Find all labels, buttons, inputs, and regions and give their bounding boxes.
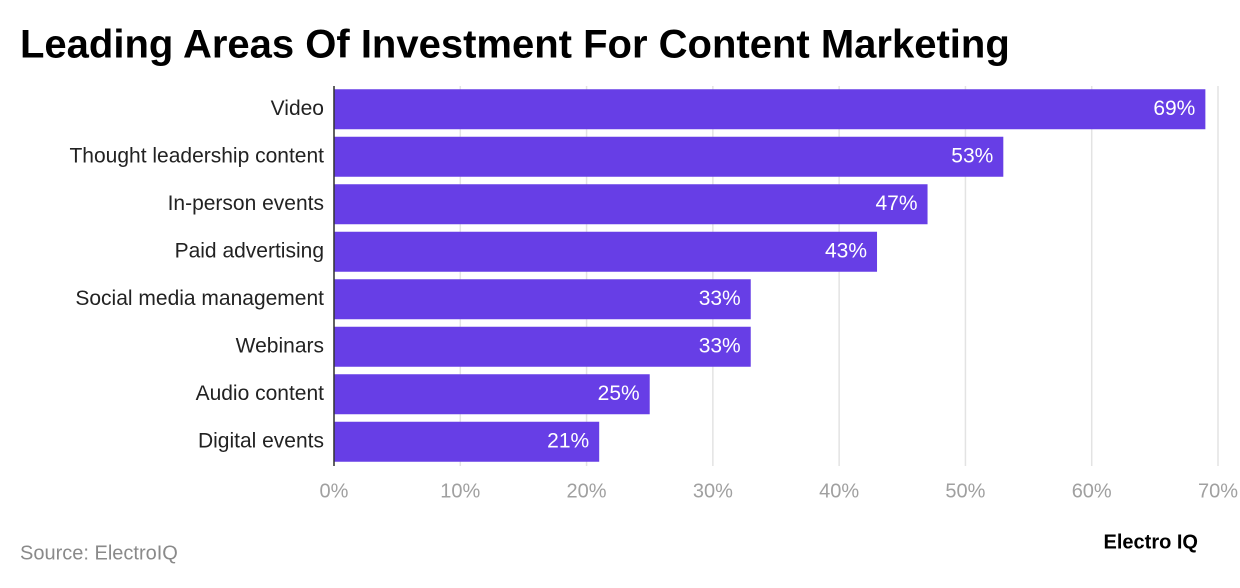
- x-tick-label: 60%: [1072, 480, 1112, 502]
- x-tick-label: 40%: [819, 480, 859, 502]
- bar: [334, 421, 600, 462]
- y-tick-label: In-person events: [168, 192, 324, 215]
- y-tick-label: Thought leadership content: [69, 144, 324, 167]
- value-label: 21%: [547, 429, 589, 452]
- value-label: 53%: [951, 144, 993, 167]
- y-tick-label: Audio content: [196, 382, 325, 405]
- bar: [334, 89, 1206, 130]
- bar: [334, 184, 928, 225]
- value-label: 25%: [598, 382, 640, 405]
- y-tick-label: Video: [271, 97, 324, 120]
- y-tick-label: Digital events: [198, 429, 324, 452]
- bar: [334, 136, 1004, 177]
- y-tick-label: Webinars: [236, 334, 324, 357]
- x-tick-label: 50%: [945, 480, 985, 502]
- bar: [334, 374, 650, 415]
- x-tick-label: 20%: [567, 480, 607, 502]
- bar: [334, 279, 751, 320]
- logo: Electro IQ: [1104, 531, 1198, 553]
- x-tick-label: 70%: [1198, 480, 1238, 502]
- source: Source: ElectroIQ: [20, 542, 178, 564]
- value-label: 69%: [1153, 97, 1195, 120]
- chart-title: Leading Areas Of Investment For Content …: [20, 23, 1010, 67]
- value-label: 33%: [699, 334, 741, 357]
- value-label: 43%: [825, 239, 867, 262]
- value-label: 33%: [699, 287, 741, 310]
- x-tick-label: 10%: [440, 480, 480, 502]
- bar: [334, 231, 878, 272]
- y-tick-label: Paid advertising: [175, 239, 324, 262]
- bar: [334, 326, 751, 367]
- x-tick-label: 30%: [693, 480, 733, 502]
- x-tick-label: 0%: [320, 480, 349, 502]
- value-label: 47%: [876, 192, 918, 215]
- y-tick-label: Social media management: [75, 287, 324, 310]
